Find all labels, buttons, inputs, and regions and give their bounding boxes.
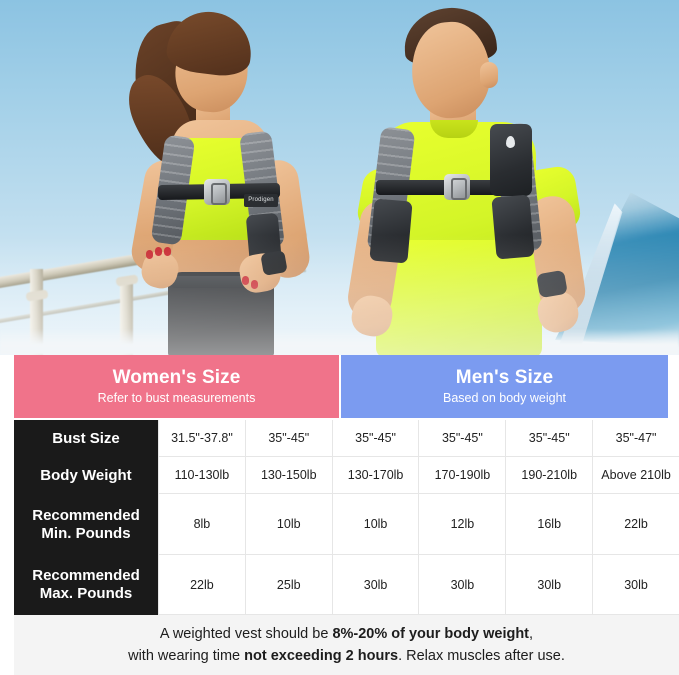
- table-cell: 130-170lb: [331, 457, 419, 494]
- man-ear: [480, 62, 498, 88]
- header-womens-size: Women's Size Refer to bust measurements: [14, 355, 339, 418]
- table-cell: 30lb: [418, 555, 506, 615]
- woman-vest-buckle: [204, 179, 230, 205]
- row-label-body-weight: Body Weight: [14, 457, 158, 494]
- row-label-line2: Max. Pounds: [39, 585, 133, 602]
- size-chart-table: Women's Size Refer to bust measurements …: [0, 355, 679, 675]
- table-cell: 35"-45": [418, 420, 506, 457]
- row-cells-bust-size: 31.5"-37.8" 35"-45" 35"-45" 35"-45" 35"-…: [158, 420, 679, 457]
- header-womens-title: Women's Size: [112, 367, 241, 388]
- vest-brand-tag: Prodigen: [244, 194, 278, 207]
- table-cell: 22lb: [592, 494, 679, 555]
- man-vest-buckle: [444, 174, 470, 200]
- row-cells-body-weight: 110-130lb 130-150lb 130-170lb 170-190lb …: [158, 457, 679, 494]
- row-label-bust-size: Bust Size: [14, 420, 158, 457]
- table-cell: 8lb: [158, 494, 245, 555]
- table-cell: Above 210lb: [592, 457, 679, 494]
- hero-product-photo: Prodigen: [0, 0, 679, 355]
- table-cell: 16lb: [505, 494, 593, 555]
- footer-text-1a: A weighted vest should be: [159, 626, 333, 642]
- table-row: Recommended Min. Pounds 8lb 10lb 10lb 12…: [0, 494, 679, 555]
- footer-line-1: A weighted vest should be 8%-20% of your…: [160, 623, 533, 645]
- footer-text-2a: with wearing time: [128, 648, 245, 664]
- table-cell: 170-190lb: [418, 457, 506, 494]
- header-mens-subtitle: Based on body weight: [442, 391, 566, 405]
- table-cell: 12lb: [418, 494, 506, 555]
- table-cell: 130-150lb: [244, 457, 332, 494]
- vest-logo-icon: [506, 136, 515, 148]
- table-cell: 10lb: [244, 494, 332, 555]
- row-label-recommended-min: Recommended Min. Pounds: [14, 494, 158, 555]
- row-label-line1: Recommended: [32, 567, 140, 584]
- man-vest-pouch: [490, 124, 532, 196]
- table-cell: 35"-45": [244, 420, 332, 457]
- footer-note: A weighted vest should be 8%-20% of your…: [14, 615, 679, 675]
- header-womens-subtitle: Refer to bust measurements: [97, 391, 256, 405]
- header-mens-size: Men's Size Based on body weight: [341, 355, 668, 418]
- header-mens-title: Men's Size: [455, 367, 554, 388]
- table-cell: 35"-45": [331, 420, 419, 457]
- table-cell: 10lb: [331, 494, 419, 555]
- table-cell: 25lb: [244, 555, 332, 615]
- table-row: Recommended Max. Pounds 22lb 25lb 30lb 3…: [0, 555, 679, 615]
- man-tshirt-collar: [430, 120, 478, 138]
- photo-bottom-haze: [0, 235, 679, 355]
- table-cell: 30lb: [331, 555, 419, 615]
- table-cell: 31.5"-37.8": [158, 420, 245, 457]
- footer-text-1c: ,: [529, 626, 534, 642]
- table-cell: 30lb: [505, 555, 593, 615]
- row-cells-recommended-min: 8lb 10lb 10lb 12lb 16lb 22lb: [158, 494, 679, 555]
- footer-line-2: with wearing time not exceeding 2 hours.…: [128, 645, 565, 667]
- row-label-line1: Recommended: [32, 506, 140, 524]
- row-cells-recommended-max: 22lb 25lb 30lb 30lb 30lb 30lb: [158, 555, 679, 615]
- row-label-line2: Min. Pounds: [41, 524, 131, 542]
- table-cell: 35"-45": [505, 420, 593, 457]
- footer-text-1b: 8%-20% of your body weight: [332, 626, 530, 642]
- table-header-row: Women's Size Refer to bust measurements …: [14, 355, 668, 418]
- table-cell: 22lb: [158, 555, 245, 615]
- footer-text-2c: . Relax muscles after use.: [398, 648, 565, 664]
- table-row: Bust Size 31.5"-37.8" 35"-45" 35"-45" 35…: [0, 420, 679, 457]
- table-row: Body Weight 110-130lb 130-150lb 130-170l…: [0, 457, 679, 494]
- footer-text-2b: not exceeding 2 hours: [244, 648, 399, 664]
- table-cell: 30lb: [592, 555, 679, 615]
- table-cell: 190-210lb: [505, 457, 593, 494]
- table-cell: 110-130lb: [158, 457, 245, 494]
- row-label-recommended-max: Recommended Max. Pounds: [14, 555, 158, 615]
- table-cell: 35"-47": [592, 420, 679, 457]
